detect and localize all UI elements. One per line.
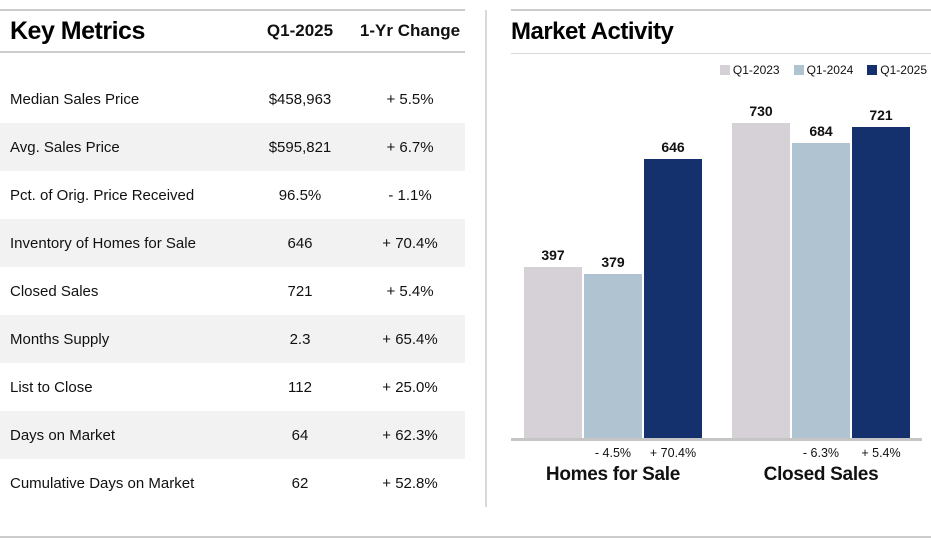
metric-label: Cumulative Days on Market [10, 474, 195, 492]
chart-legend: Q1-2023 Q1-2024 Q1-2025 [511, 63, 931, 77]
metric-change: + 25.0% [382, 378, 438, 396]
metric-change: + 65.4% [382, 330, 438, 348]
bar-q1-2024 [792, 143, 850, 438]
table-row: List to Close 112 + 25.0% [0, 363, 465, 411]
change-annotations: - 4.5% + 70.4% - 6.3% + 5.4% [511, 446, 931, 460]
bar-value-label: 397 [541, 247, 565, 263]
bar-q1-2024 [584, 274, 642, 438]
metric-label: Months Supply [10, 330, 110, 348]
page-bottom-rule [0, 536, 931, 538]
bar-value-label: 646 [661, 139, 685, 155]
change-label: + 70.4% [649, 446, 697, 460]
column-header-q1-2025: Q1-2025 [266, 21, 334, 40]
metric-change: + 6.7% [386, 138, 434, 156]
market-activity-panel: Market Activity Q1-2023 Q1-2024 Q1-2025 39… [511, 9, 931, 486]
legend-swatch [793, 65, 804, 75]
legend-label: Q1-2023 [732, 63, 780, 77]
category-labels: Homes for Sale Closed Sales [511, 464, 931, 486]
metric-value: 64 [291, 426, 309, 444]
bar-q1-2023 [732, 123, 790, 438]
bar-value-label: 684 [809, 123, 833, 139]
key-metrics-panel: Key Metrics Q1-2025 1-Yr Change Median S… [0, 9, 465, 507]
bar-group: 397 379 646 [524, 139, 702, 438]
table-row: Median Sales Price $458,963 + 5.5% [0, 75, 465, 123]
metric-value: 2.3 [289, 330, 311, 348]
market-activity-title: Market Activity [511, 18, 674, 45]
table-row: Avg. Sales Price $595,821 + 6.7% [0, 123, 465, 171]
metric-change: + 70.4% [382, 234, 438, 252]
x-axis [511, 438, 922, 441]
metric-change: + 62.3% [382, 426, 438, 444]
metric-label: Days on Market [10, 426, 116, 444]
bar-cell: 646 [644, 139, 702, 438]
bar-cell: 721 [852, 107, 910, 438]
bar-q1-2025 [852, 127, 910, 438]
metric-value: 96.5% [278, 186, 322, 204]
key-metrics-header: Key Metrics Q1-2025 1-Yr Change [0, 9, 465, 53]
metric-label: Median Sales Price [10, 90, 140, 108]
table-row: Cumulative Days on Market 62 + 52.8% [0, 459, 465, 507]
legend-label: Q1-2025 [880, 63, 927, 77]
category-label: Closed Sales [763, 464, 879, 485]
key-metrics-rows: Median Sales Price $458,963 + 5.5% Avg. Sal… [0, 75, 465, 507]
bar-groups: 397 379 646 730 684 721 [511, 77, 931, 438]
metric-label: Avg. Sales Price [10, 138, 120, 156]
legend-swatch [867, 65, 878, 75]
market-activity-header: Market Activity [511, 9, 931, 54]
bar-value-label: 379 [601, 254, 625, 270]
metric-label: Inventory of Homes for Sale [10, 234, 196, 252]
table-row: Pct. of Orig. Price Received 96.5% - 1.1% [0, 171, 465, 219]
legend-item: Q1-2024 [793, 63, 854, 77]
bar-value-label: 721 [869, 107, 893, 123]
metric-value: $458,963 [268, 90, 332, 108]
bar-chart: 397 379 646 730 684 721 - 4.5% + 70.4% - 6.3% + … [511, 77, 931, 486]
metric-change: + 5.5% [386, 90, 434, 108]
category-label: Homes for Sale [545, 464, 681, 485]
change-label [732, 446, 790, 460]
legend-item: Q1-2023 [719, 63, 780, 77]
bar-cell: 684 [792, 123, 850, 438]
bar-cell: 379 [584, 254, 642, 438]
change-label [524, 446, 582, 460]
table-row: Months Supply 2.3 + 65.4% [0, 315, 465, 363]
table-row: Closed Sales 721 + 5.4% [0, 267, 465, 315]
metric-value: 721 [287, 282, 313, 300]
change-label-group: - 6.3% + 5.4% [732, 446, 910, 460]
legend-item: Q1-2025 [867, 63, 927, 77]
bar-q1-2025 [644, 159, 702, 438]
bar-group: 730 684 721 [732, 103, 910, 438]
legend-label: Q1-2024 [806, 63, 854, 77]
metric-change: - 1.1% [388, 186, 432, 204]
bar-value-label: 730 [749, 103, 773, 119]
metric-value: 646 [287, 234, 313, 252]
column-header-1yr-change: 1-Yr Change [359, 21, 461, 40]
legend-swatch [719, 65, 730, 75]
key-metrics-title: Key Metrics [10, 16, 145, 45]
change-label: - 4.5% [594, 446, 632, 460]
change-label: - 6.3% [802, 446, 840, 460]
metric-label: Pct. of Orig. Price Received [10, 186, 195, 204]
bar-cell: 397 [524, 247, 582, 438]
metric-value: $595,821 [268, 138, 332, 156]
bar-q1-2023 [524, 267, 582, 438]
table-row: Inventory of Homes for Sale 646 + 70.4% [0, 219, 465, 267]
panel-divider [485, 10, 487, 507]
metric-label: Closed Sales [10, 282, 99, 300]
metric-change: + 5.4% [386, 282, 434, 300]
metric-value: 62 [291, 474, 309, 492]
change-label-group: - 4.5% + 70.4% [524, 446, 702, 460]
change-label: + 5.4% [861, 446, 901, 460]
bar-cell: 730 [732, 103, 790, 438]
metric-label: List to Close [10, 378, 93, 396]
metric-value: 112 [288, 378, 312, 396]
metric-change: + 52.8% [382, 474, 438, 492]
table-row: Days on Market 64 + 62.3% [0, 411, 465, 459]
